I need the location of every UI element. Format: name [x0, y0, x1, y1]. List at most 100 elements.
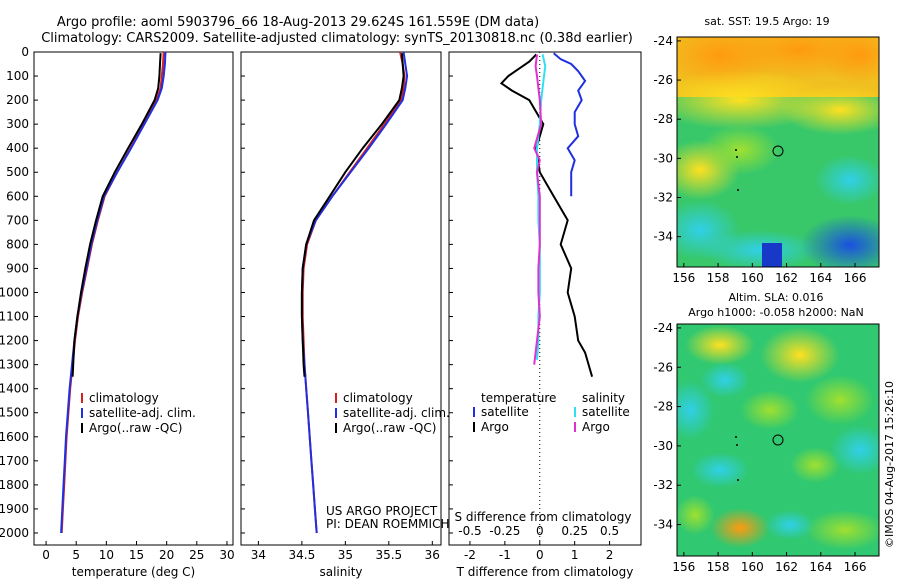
- x-tick-label: 36: [425, 548, 440, 562]
- lon-tick-label: 156: [672, 271, 695, 285]
- panel-frame: [240, 51, 442, 546]
- series-line-argo-raw-qc-: [71, 53, 162, 377]
- x-axis-label: temperature (deg C): [72, 565, 195, 579]
- x-tick-label: 1: [571, 548, 579, 562]
- x-tick-label: 15: [129, 548, 144, 562]
- y-tick-label: 1800: [0, 478, 29, 492]
- title-line-2: Climatology: CARS2009. Satellite-adjuste…: [41, 31, 633, 46]
- lat-tick-label: -28: [653, 112, 673, 126]
- y-tick-label: 1400: [0, 382, 29, 396]
- lon-tick-label: 160: [741, 560, 764, 574]
- y-tick-label: 200: [6, 93, 29, 107]
- lat-tick-label: -26: [653, 73, 673, 87]
- x-tick-label: 0: [42, 548, 50, 562]
- s-tick-label: 0.25: [561, 524, 588, 538]
- y-tick-label: 1500: [0, 406, 29, 420]
- y-tick-label: 1000: [0, 285, 29, 299]
- legend-heading-temperature: temperature: [481, 391, 556, 405]
- s-tick-label: 0.5: [600, 524, 619, 538]
- sst-map-title: sat. SST: 19.5 Argo: 19: [704, 15, 829, 28]
- series-line-climatology: [301, 51, 406, 534]
- lat-tick-label: -30: [653, 151, 673, 165]
- legend-label: Argo: [481, 420, 509, 434]
- legend-label: satellite-adj. clim.: [343, 406, 450, 420]
- panel-frame: [448, 51, 642, 546]
- lat-tick-label: -24: [653, 321, 673, 335]
- lon-tick-label: 164: [809, 271, 832, 285]
- x-tick-label: -1: [499, 548, 511, 562]
- project-annotation: PI: DEAN ROEMMICH: [326, 517, 449, 531]
- y-tick-label: 600: [6, 189, 29, 203]
- x-tick-label: 35.5: [375, 548, 402, 562]
- series-line-temperature-satellite: [553, 52, 587, 197]
- lon-tick-label: 162: [775, 560, 798, 574]
- lat-tick-label: -30: [653, 439, 673, 453]
- y-tick-label: 800: [6, 237, 29, 251]
- lon-tick-label: 166: [844, 271, 867, 285]
- y-tick-label: 1300: [0, 358, 29, 372]
- panel-frame: [33, 51, 234, 546]
- legend-label: Argo: [582, 420, 610, 434]
- series-line-temperature-argo: [499, 53, 594, 377]
- sst-map: sat. SST: 19.5 Argo: 19 -24 -26 -28 -30 -32 -…: [653, 15, 880, 285]
- s-tick-label: 0: [536, 524, 544, 538]
- y-tick-label: 1200: [0, 334, 29, 348]
- lat-tick-label: -26: [653, 360, 673, 374]
- series-line-climatology: [60, 51, 165, 534]
- y-tick-label: 400: [6, 141, 29, 155]
- y-tick-label: 0: [21, 45, 29, 59]
- lon-tick-label: 164: [809, 560, 832, 574]
- sla-map: Altim. SLA: 0.016 Argo h1000: -0.058 h20…: [653, 291, 880, 574]
- series-line-salinity-argo: [533, 54, 543, 365]
- y-tick-label: 700: [6, 213, 29, 227]
- lat-tick-label: -32: [653, 191, 673, 205]
- legend-heading-salinity: salinity: [582, 391, 625, 405]
- series-line-satellite-adj-clim-: [300, 51, 409, 534]
- lat-tick-label: -32: [653, 478, 673, 492]
- sla-map-frame: [676, 323, 880, 557]
- argo-location-marker: [772, 434, 784, 446]
- sla-map-title-2: Argo h1000: -0.058 h2000: NaN: [688, 306, 864, 319]
- x-tick-label: 20: [159, 548, 174, 562]
- imos-credit: ©IMOS 04-Aug-2017 15:26:10: [883, 381, 896, 548]
- series-line-salinity-satellite: [536, 54, 547, 360]
- sla-map-title-1: Altim. SLA: 0.016: [728, 291, 823, 304]
- panel-difference: -2 -1 0 1 2 T difference from climatology -0.5…: [448, 51, 642, 579]
- s-tick-label: -0.25: [489, 524, 520, 538]
- s-axis-label: S difference from climatology: [455, 510, 632, 524]
- y-tick-label: 900: [6, 261, 29, 275]
- legend-label: Argo(..raw -QC): [343, 421, 436, 435]
- y-tick-label: 1600: [0, 430, 29, 444]
- lon-tick-label: 158: [707, 560, 730, 574]
- legend-label: climatology: [89, 391, 159, 405]
- title-line-1: Argo profile: aoml 5903796_66 18-Aug-201…: [57, 15, 539, 30]
- legend-label: satellite: [481, 405, 529, 419]
- panel-salinity: 34 34.5 35 35.5 36 salinity climatologysatelli…: [240, 51, 450, 579]
- x-axis-label: T difference from climatology: [456, 565, 634, 579]
- x-tick-label: 5: [72, 548, 80, 562]
- x-tick-label: 25: [189, 548, 204, 562]
- x-tick-label: 30: [219, 548, 234, 562]
- y-tick-label: 2000: [0, 526, 29, 540]
- y-tick-label: 1100: [0, 310, 29, 324]
- lat-tick-label: -24: [653, 34, 673, 48]
- legend-label: satellite-adj. clim.: [89, 406, 196, 420]
- panel-temperature: 0 5 10 15 20 25 30 temperature (deg C) 0 100 200 30…: [0, 45, 235, 579]
- x-tick-label: 35: [338, 548, 353, 562]
- x-tick-label: 34.5: [289, 548, 316, 562]
- y-tick-label: 300: [6, 117, 29, 131]
- legend-label: climatology: [343, 391, 413, 405]
- x-tick-label: 2: [606, 548, 614, 562]
- lat-tick-label: -34: [653, 518, 673, 532]
- x-tick-label: 10: [99, 548, 114, 562]
- y-tick-label: 100: [6, 69, 29, 83]
- x-tick-label: -2: [464, 548, 476, 562]
- series-line-satellite-adj-clim-: [60, 51, 167, 534]
- x-tick-label: 34: [251, 548, 266, 562]
- lon-tick-label: 166: [844, 560, 867, 574]
- x-tick-label: 0: [536, 548, 544, 562]
- s-tick-label: -0.5: [458, 524, 481, 538]
- y-tick-label: 1900: [0, 502, 29, 516]
- sst-map-frame: [676, 36, 880, 268]
